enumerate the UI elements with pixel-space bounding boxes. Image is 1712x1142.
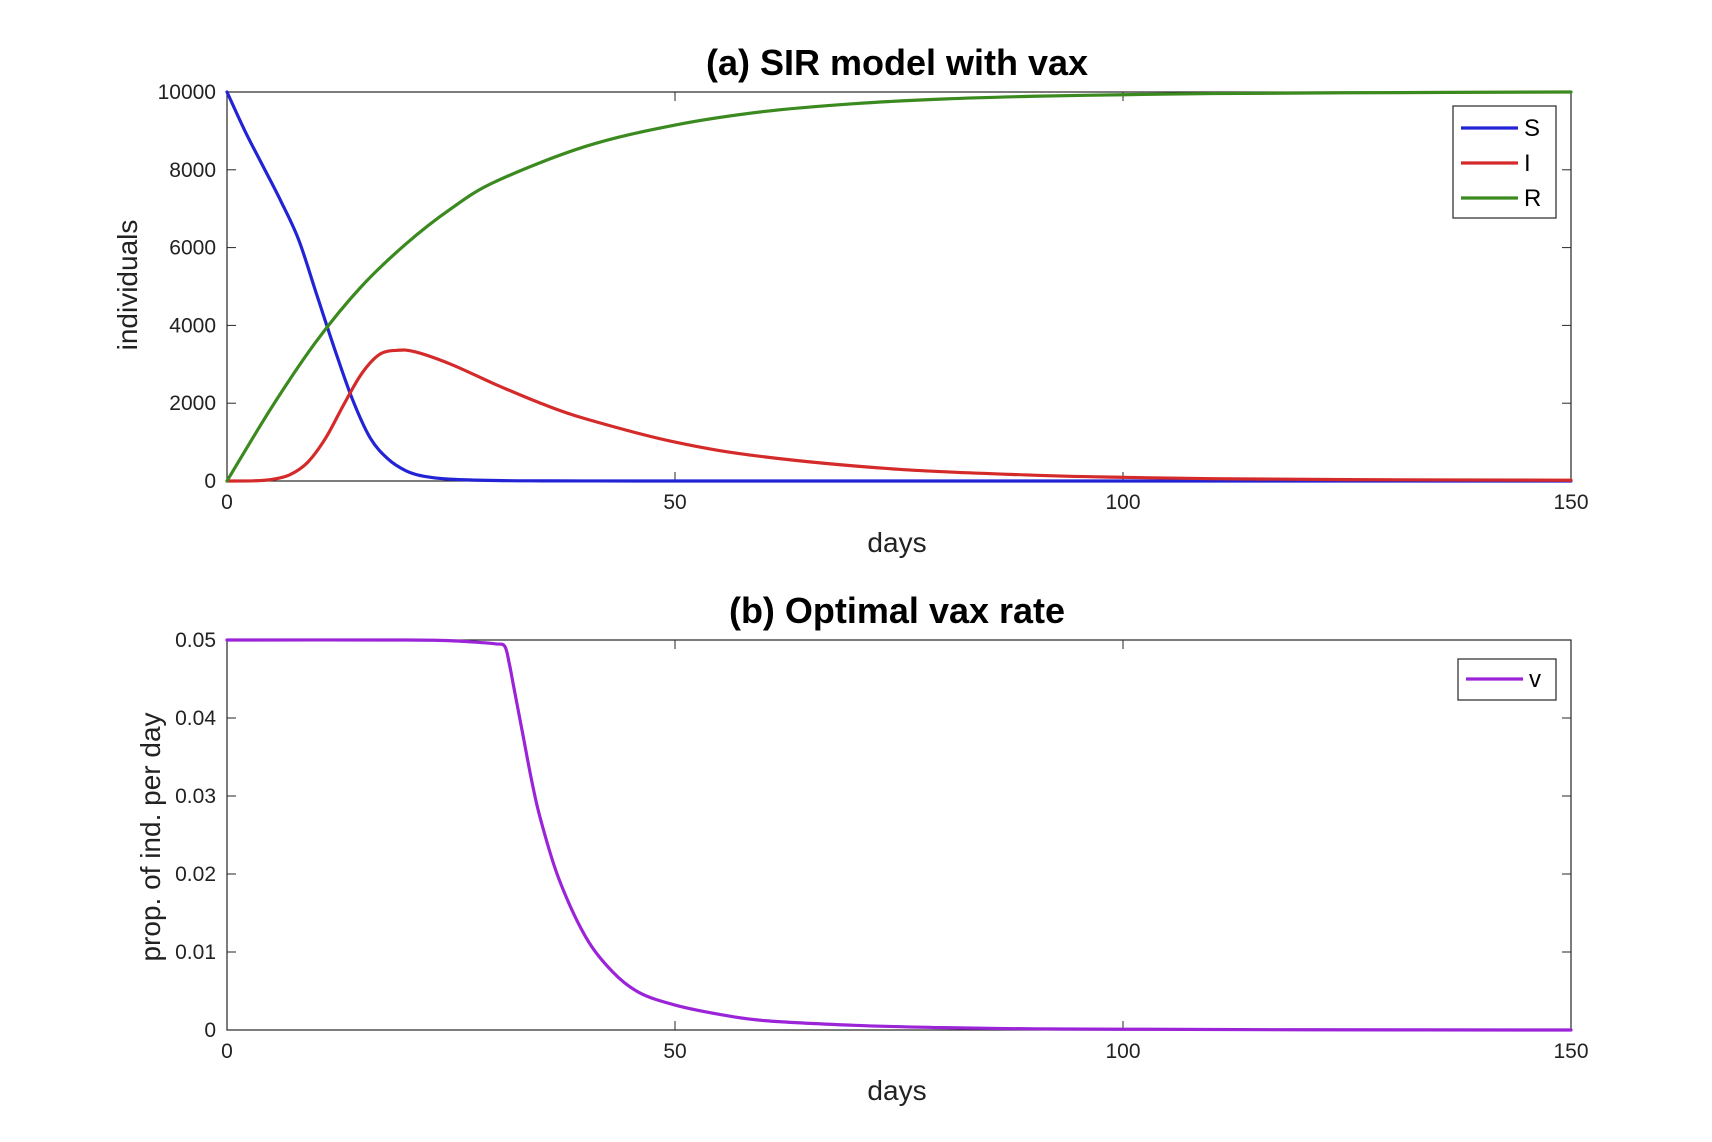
y-tick-label: 0.04 xyxy=(175,707,216,730)
chart-title: (b) Optimal vax rate xyxy=(729,590,1065,631)
x-tick-label: 100 xyxy=(1105,1040,1140,1063)
y-tick-label: 8000 xyxy=(169,159,216,182)
series-layer xyxy=(225,90,1573,483)
y-axis-label: individuals xyxy=(112,220,143,351)
x-tick-label: 100 xyxy=(1105,491,1140,514)
plot-area-frame xyxy=(226,91,1572,482)
legend: SIR xyxy=(1452,105,1557,219)
x-tick-label: 150 xyxy=(1553,1040,1588,1063)
y-tick-label: 0 xyxy=(204,470,216,493)
y-tick-label: 2000 xyxy=(169,392,216,415)
chart-panel-sir: (a) SIR model with vax days individuals … xyxy=(112,42,1589,558)
series-line-r xyxy=(225,90,1573,483)
series-line-i xyxy=(225,348,1573,483)
x-axis-label: days xyxy=(867,527,926,558)
axis-ticks: 0 50 100 150 0 2000 4000 6000 8000 10000 xyxy=(158,81,1589,514)
series-line-v xyxy=(225,638,1573,1032)
y-tick-label: 10000 xyxy=(158,81,216,104)
x-tick-label: 50 xyxy=(663,491,686,514)
legend: v xyxy=(1457,658,1557,701)
series-layer xyxy=(225,638,1573,1032)
y-tick-label: 0.01 xyxy=(175,941,216,964)
legend-label-i: I xyxy=(1524,150,1531,177)
y-axis-label: prop. of ind. per day xyxy=(135,712,166,961)
chart-title: (a) SIR model with vax xyxy=(706,42,1088,83)
x-tick-label: 150 xyxy=(1553,491,1588,514)
plot-area-frame xyxy=(226,639,1572,1031)
y-tick-label: 4000 xyxy=(169,314,216,337)
x-tick-label: 50 xyxy=(663,1040,686,1063)
y-tick-label: 0.03 xyxy=(175,785,216,808)
x-tick-label: 0 xyxy=(221,1040,233,1063)
x-tick-label: 0 xyxy=(221,491,233,514)
legend-label-r: R xyxy=(1524,185,1541,212)
y-tick-label: 0.02 xyxy=(175,863,216,886)
x-axis-label: days xyxy=(867,1075,926,1106)
axis-ticks: 0 50 100 150 0 0.01 0.02 0.03 0.04 0.05 xyxy=(175,629,1588,1063)
chart-panel-vax-rate: (b) Optimal vax rate days prop. of ind. … xyxy=(135,590,1589,1106)
series-line-s xyxy=(225,90,1573,483)
legend-label-v: v xyxy=(1529,666,1541,693)
y-tick-label: 0 xyxy=(204,1019,216,1042)
legend-label-s: S xyxy=(1524,115,1540,142)
y-tick-label: 6000 xyxy=(169,237,216,260)
y-tick-label: 0.05 xyxy=(175,629,216,652)
